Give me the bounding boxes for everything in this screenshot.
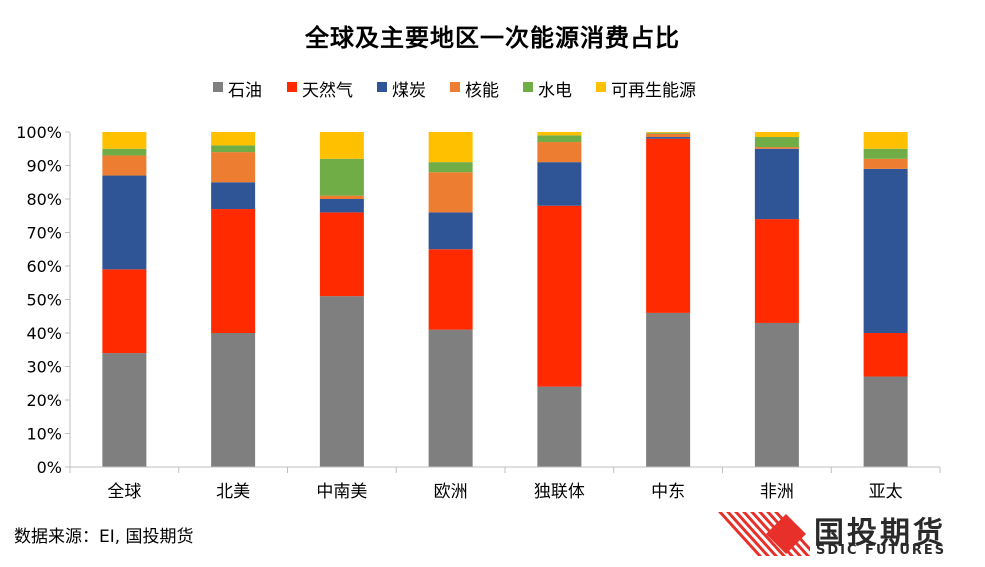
bar-segment	[754, 148, 799, 220]
logo-name-cn: 国投期货	[814, 516, 946, 551]
bar-segment	[863, 132, 908, 149]
y-axis: 0% 10% 20% 30% 40% 50% 60% 70% 80% 90% 100%	[16, 123, 71, 477]
bar-segment	[863, 168, 908, 333]
sdic-logo: 国投期货 SDIC FUTURES	[714, 508, 976, 560]
legend: 石油 天然气 煤炭 核能 水电 可再生能源	[213, 81, 696, 101]
legend-label: 可再生能源	[611, 81, 696, 101]
bar-segment	[211, 182, 256, 210]
bar-segment	[646, 132, 691, 133]
y-tick-label: 40%	[26, 324, 62, 343]
legend-swatch	[377, 82, 387, 92]
x-tick-label: 全球	[107, 482, 141, 502]
bar-segment	[428, 172, 473, 213]
y-tick-label: 0%	[37, 458, 62, 477]
bar-segment	[102, 148, 147, 156]
source-note: 数据来源：EI, 国投期货	[14, 527, 194, 547]
bar-segment	[754, 322, 799, 467]
bar-segment	[319, 195, 364, 199]
bar-segment	[428, 132, 473, 163]
logo-stripe	[734, 512, 778, 556]
bar-segment	[211, 333, 256, 467]
bar-segment	[537, 386, 582, 467]
bar-segment	[537, 142, 582, 163]
bar-segment	[863, 333, 908, 377]
x-tick-label: 亚太	[869, 482, 903, 502]
chart-title: 全球及主要地区一次能源消费占比	[305, 24, 680, 52]
bar-segment	[537, 205, 582, 387]
bar-segment	[537, 135, 582, 143]
y-tick-label: 90%	[26, 157, 62, 176]
bar-segment	[319, 296, 364, 467]
bar-segment	[211, 209, 256, 333]
legend-swatch	[596, 82, 606, 92]
legend-swatch	[523, 82, 533, 92]
x-tick-label: 北美	[216, 482, 250, 502]
bar-segment	[211, 145, 256, 153]
y-tick-label: 30%	[26, 358, 62, 377]
bar-segment	[211, 152, 256, 183]
logo-diamond	[766, 514, 806, 554]
x-tick-label: 中南美	[316, 482, 367, 502]
legend-label: 煤炭	[392, 81, 426, 101]
legend-label: 天然气	[302, 81, 353, 101]
x-tick-label: 中东	[651, 482, 685, 502]
bar-segment	[754, 137, 799, 148]
legend-label: 石油	[228, 81, 262, 101]
logo-stripe	[718, 512, 762, 556]
legend-label: 核能	[465, 81, 499, 101]
bar-segment	[428, 249, 473, 330]
bar-segment	[102, 132, 147, 149]
bar-segment	[754, 219, 799, 323]
logo-name-en: SDIC FUTURES	[816, 543, 947, 558]
bar-segment	[863, 158, 908, 169]
x-tick-label: 独联体	[534, 482, 585, 502]
bar-segment	[646, 137, 691, 139]
legend-swatch	[287, 82, 297, 92]
bar-segment	[428, 329, 473, 467]
bar-segment	[646, 138, 691, 313]
bar-segment	[754, 147, 799, 149]
bar-segment	[863, 148, 908, 159]
y-tick-label: 10%	[26, 425, 62, 444]
y-tick-label: 60%	[26, 257, 62, 276]
y-tick-label: 70%	[26, 224, 62, 243]
bar-segment	[319, 158, 364, 196]
bar-segment	[319, 212, 364, 297]
x-tick-label: 非洲	[760, 482, 794, 502]
logo-stripe	[742, 512, 786, 556]
bar-segment	[537, 162, 582, 206]
bar-segment	[102, 269, 147, 354]
bar-segment	[646, 133, 691, 138]
bar-segment	[319, 199, 364, 213]
bar-segment	[102, 353, 147, 467]
bar-segment	[102, 155, 147, 176]
legend-label: 水电	[538, 81, 572, 101]
x-axis: 全球 北美 中南美 欧洲 独联体 中东 非洲 亚太	[69, 466, 941, 502]
y-tick-label: 80%	[26, 190, 62, 209]
bar-segment	[863, 376, 908, 467]
y-tick-label: 100%	[16, 123, 62, 142]
legend-swatch	[213, 82, 223, 92]
bar-segment	[646, 312, 691, 467]
bar-segment	[537, 132, 582, 136]
x-tick-label: 欧洲	[434, 482, 468, 502]
bar-segment	[428, 162, 473, 173]
logo-stripe	[726, 512, 770, 556]
bar-segment	[319, 132, 364, 159]
bars	[102, 132, 908, 467]
y-tick-label: 20%	[26, 391, 62, 410]
bar-segment	[102, 175, 147, 270]
bar-segment	[211, 132, 256, 146]
bar-segment	[428, 212, 473, 250]
logo-mark-icon	[718, 512, 818, 556]
bar-segment	[754, 132, 799, 138]
legend-swatch	[450, 82, 460, 92]
bar-segment	[646, 132, 691, 134]
y-tick-label: 50%	[26, 291, 62, 310]
